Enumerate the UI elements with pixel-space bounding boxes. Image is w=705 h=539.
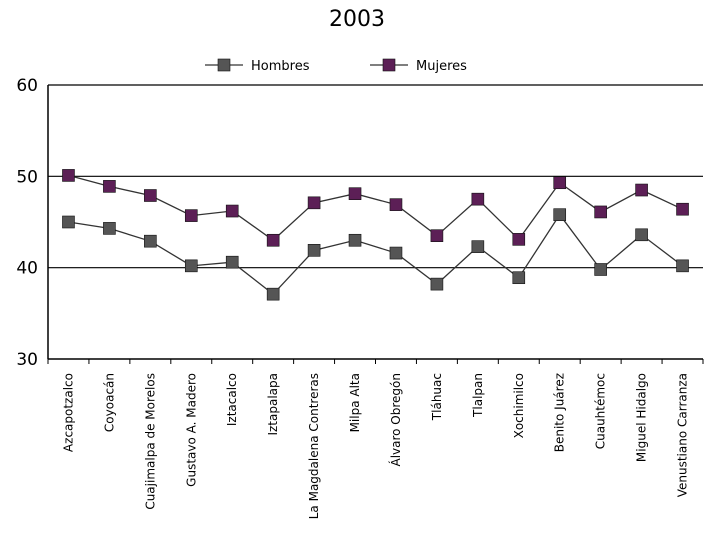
y-tick-label: 40 (16, 259, 38, 279)
x-tick-label: Milpa Alta (348, 373, 362, 432)
x-tick-label: Cuauhtémoc (594, 373, 608, 449)
data-point-mujeres (103, 180, 116, 193)
x-tick-label: Miguel Hidalgo (635, 373, 649, 462)
legend-label: Mujeres (416, 59, 467, 74)
data-point-mujeres (389, 198, 403, 211)
data-point-mujeres (184, 209, 198, 222)
data-point-mujeres (225, 204, 239, 218)
data-point-mujeres (512, 233, 526, 246)
series-group (62, 169, 689, 301)
y-tick-labels: 30 40 50 60 (16, 76, 38, 370)
x-tick-label: Azcapotzalco (61, 373, 75, 452)
data-point-mujeres (594, 205, 607, 219)
x-tick-label: Coyoacán (102, 373, 116, 432)
data-point-hombres (348, 233, 362, 247)
data-point-hombres (635, 228, 648, 242)
data-point-mujeres (635, 183, 648, 197)
x-tick-label: La Magdalena Contreras (307, 373, 321, 519)
data-point-mujeres (430, 229, 444, 242)
data-point-hombres (307, 244, 321, 257)
data-point-mujeres (553, 176, 567, 190)
legend: Hombres Mujeres (205, 58, 467, 74)
data-point-hombres (430, 277, 444, 291)
data-point-hombres (676, 259, 689, 273)
data-point-hombres (471, 240, 485, 253)
data-point-hombres (266, 287, 280, 301)
x-tick-label: Gustavo A. Madero (184, 373, 198, 487)
data-point-mujeres (266, 233, 280, 247)
x-tick-label: Benito Juárez (553, 373, 567, 452)
data-point-hombres (225, 255, 239, 269)
series-line-hombres (68, 213, 683, 296)
data-point-hombres (389, 246, 403, 260)
x-tick-labels: Azcapotzalco Coyoacán Cuajimalpa de Morelo… (61, 373, 689, 519)
x-tick-label: Tlalpan (471, 373, 485, 418)
x-tick-label: Xochimilco (512, 373, 526, 438)
x-tick-label: Iztacalco (225, 373, 239, 426)
axes (47, 85, 704, 364)
data-point-hombres (594, 263, 607, 276)
legend-marker (217, 58, 231, 72)
data-point-hombres (144, 234, 157, 248)
y-tick-label: 60 (16, 76, 38, 96)
data-point-hombres (62, 215, 75, 229)
data-point-hombres (512, 271, 526, 285)
chart-title: 2003 (329, 7, 385, 32)
data-point-mujeres (348, 187, 362, 200)
data-point-hombres (103, 222, 116, 235)
y-tick-label: 50 (16, 167, 38, 187)
legend-marker (382, 58, 396, 72)
data-point-mujeres (144, 189, 157, 202)
x-tick-label: Iztapalapa (266, 373, 280, 436)
legend-label: Hombres (251, 59, 310, 74)
series-line-mujeres (68, 174, 683, 242)
x-tick-label: Álvaro Obregón (388, 373, 403, 467)
data-point-mujeres (307, 196, 321, 210)
x-tick-label: Cuajimalpa de Morelos (143, 373, 157, 510)
x-tick-label: Tláhuac (430, 373, 444, 421)
y-tick-label: 30 (16, 350, 38, 370)
data-point-hombres (184, 259, 198, 273)
data-point-mujeres (471, 192, 485, 206)
data-point-mujeres (62, 169, 75, 182)
data-point-mujeres (676, 202, 689, 216)
x-tick-label: Venustiano Carranza (676, 373, 690, 497)
gridlines (48, 84, 703, 269)
data-point-hombres (553, 208, 567, 221)
